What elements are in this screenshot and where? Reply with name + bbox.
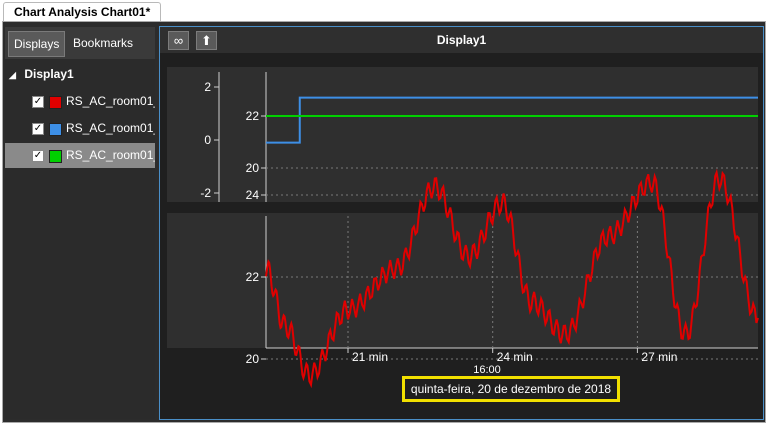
checkbox-series-2[interactable]: ✓: [32, 123, 44, 135]
top-panel-background: [167, 67, 758, 202]
tree-root-label: Display1: [24, 67, 74, 81]
tree-item-series-2[interactable]: ✓ RS_AC_room01_T: [5, 116, 155, 141]
color-swatch: [49, 96, 62, 109]
left-panel: Displays Bookmarks ◢ Display1 ✓ RS_AC_ro…: [5, 27, 155, 419]
y-tick-label: 20: [246, 161, 260, 175]
x-tick-label: 21 min: [352, 350, 388, 364]
series-label: RS_AC_room01_T: [66, 94, 155, 108]
document-tab-strip: Chart Analysis Chart01*: [0, 0, 769, 22]
checkbox-series-1[interactable]: ✓: [32, 96, 44, 108]
tab-bookmarks[interactable]: Bookmarks: [73, 36, 134, 50]
date-label: quinta-feira, 20 de dezembro de 2018: [402, 376, 620, 402]
series-label: RS_AC_room01_T: [66, 121, 155, 135]
y-tick-label: 22: [246, 109, 260, 123]
series-line-blue: [266, 96, 758, 144]
tree-root-display1[interactable]: ◢ Display1: [9, 67, 74, 81]
color-swatch: [49, 150, 62, 163]
y-tick-label: -2: [200, 186, 211, 200]
up-arrow-icon[interactable]: ⬆: [196, 31, 217, 50]
time-label: 16:00: [473, 364, 501, 376]
x-tick-label: 24 min: [497, 350, 533, 364]
checkbox-series-3[interactable]: ✓: [32, 150, 44, 162]
tab-displays[interactable]: Displays: [8, 31, 66, 57]
y-tick-label: 20: [246, 352, 260, 366]
left-panel-tabs: Displays Bookmarks: [5, 27, 155, 59]
document-tab[interactable]: Chart Analysis Chart01*: [3, 2, 162, 22]
y-tick-label: 24: [246, 188, 260, 202]
loop-icon[interactable]: ∞: [168, 31, 189, 50]
y-tick-label: 0: [204, 133, 211, 147]
display-header: Display1 ∞ ⬆: [160, 27, 763, 53]
series-line-red: [265, 168, 759, 389]
x-tick-label: 27 min: [641, 350, 677, 364]
y-tick-label: 2: [204, 80, 211, 94]
y-tick-label: 22: [246, 270, 260, 284]
expand-arrow-icon[interactable]: ◢: [9, 70, 16, 80]
series-label: RS_AC_room01_S: [66, 148, 155, 162]
display-title: Display1: [436, 33, 487, 47]
color-swatch: [49, 123, 62, 136]
tree-item-series-3[interactable]: ✓ RS_AC_room01_S: [5, 143, 155, 168]
tree-item-series-1[interactable]: ✓ RS_AC_room01_T: [5, 89, 155, 114]
